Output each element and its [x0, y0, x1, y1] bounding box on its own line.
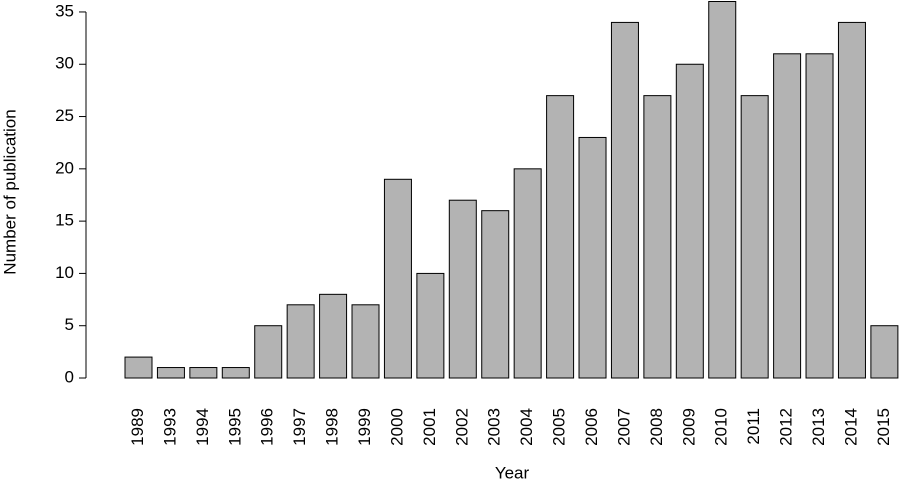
x-tick-label: 2006 [582, 408, 601, 446]
x-tick-label: 2002 [452, 408, 471, 446]
x-tick-label: 1998 [323, 408, 342, 446]
x-tick-label: 1995 [225, 408, 244, 446]
x-tick-label: 2000 [387, 408, 406, 446]
x-tick-label: 2008 [647, 408, 666, 446]
x-tick-label: 1989 [128, 408, 147, 446]
x-tick-label: 2007 [614, 408, 633, 446]
bar [383, 178, 412, 379]
x-tick-label: 2004 [517, 408, 536, 446]
bar [481, 210, 510, 379]
x-tick-label: 1993 [160, 408, 179, 446]
bar [675, 63, 704, 379]
bar [546, 95, 575, 379]
bar [254, 325, 283, 379]
bar [610, 21, 639, 379]
bar [870, 325, 899, 379]
y-tick-label: 25 [55, 106, 74, 125]
x-tick-label: 2005 [550, 408, 569, 446]
x-tick-label: 2012 [777, 408, 796, 446]
x-tick-label: 2010 [712, 408, 731, 446]
y-tick-label: 30 [55, 54, 74, 73]
bar [189, 367, 218, 379]
bar [124, 356, 153, 379]
y-axis-title: Number of publication [0, 109, 19, 274]
y-tick-label: 35 [55, 1, 74, 20]
bar [643, 95, 672, 379]
bar [740, 95, 769, 379]
y-tick-label: 15 [55, 211, 74, 230]
x-tick-label: 1994 [193, 408, 212, 446]
bar [708, 1, 737, 379]
y-tick-label: 5 [65, 315, 74, 334]
y-tick-label: 10 [55, 263, 74, 282]
x-tick-label: 2001 [420, 408, 439, 446]
bar [156, 367, 185, 379]
bar [578, 136, 607, 379]
x-tick-label: 1997 [290, 408, 309, 446]
x-tick-label: 2003 [485, 408, 504, 446]
x-axis-title: Year [495, 463, 530, 482]
x-tick-label: 2015 [874, 408, 893, 446]
bar [351, 304, 380, 379]
x-tick-label: 2009 [679, 408, 698, 446]
bar [513, 168, 542, 379]
x-tick-label: 2013 [809, 408, 828, 446]
bar [773, 53, 802, 379]
bar [837, 21, 866, 379]
bar [319, 293, 348, 379]
bar [286, 304, 315, 379]
bar [805, 53, 834, 379]
y-tick-label: 20 [55, 158, 74, 177]
x-tick-label: 1999 [355, 408, 374, 446]
bar [221, 367, 250, 379]
bar [448, 199, 477, 379]
y-tick-label: 0 [65, 367, 74, 386]
bar [416, 272, 445, 379]
x-tick-label: 1996 [258, 408, 277, 446]
x-tick-label: 2014 [841, 408, 860, 446]
x-tick-label: 2011 [744, 408, 763, 445]
